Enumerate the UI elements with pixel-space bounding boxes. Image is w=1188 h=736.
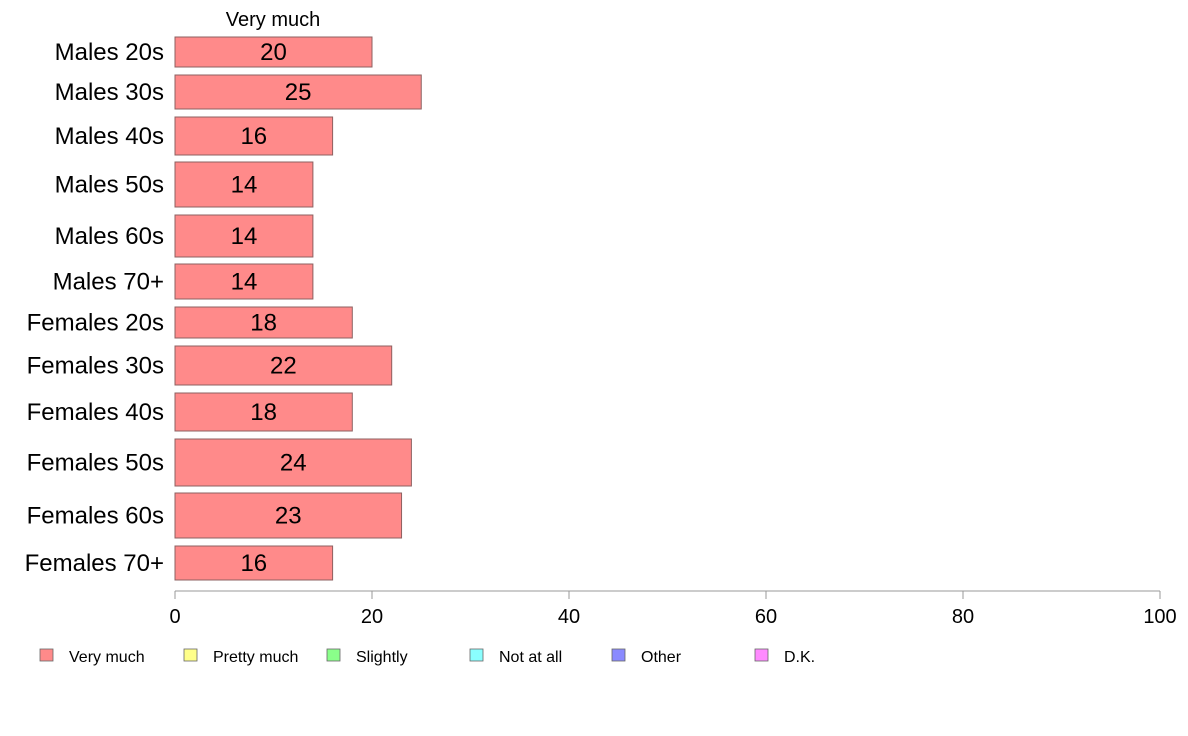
category-label: Females 70+ xyxy=(25,550,164,577)
bar xyxy=(174,263,314,300)
bar xyxy=(174,161,314,208)
legend-label: D.K. xyxy=(784,649,815,666)
category-label: Females 40s xyxy=(27,399,164,426)
category-label: Females 60s xyxy=(27,503,164,530)
bar-value-label: 14 xyxy=(231,269,258,296)
category-labels: Males 20s Males 30s Males 40s Males 50s Male… xyxy=(25,39,164,577)
category-label: Males 70+ xyxy=(53,269,164,296)
bar-value-label: 22 xyxy=(270,353,297,380)
bar-value-label: 20 xyxy=(260,39,287,66)
bar-value-label: 18 xyxy=(250,399,277,426)
bar xyxy=(174,392,353,432)
legend-swatch xyxy=(611,648,626,662)
bar xyxy=(174,545,334,581)
category-label: Males 30s xyxy=(55,79,164,106)
category-label: Females 50s xyxy=(27,450,164,477)
category-label: Females 30s xyxy=(27,353,164,380)
x-tick-label: 40 xyxy=(558,606,580,628)
legend-swatch xyxy=(39,648,54,662)
legend-label: Very much xyxy=(69,649,145,666)
column-header: Very much xyxy=(226,9,320,31)
bar-value-label: 23 xyxy=(275,503,302,530)
category-label: Males 60s xyxy=(55,223,164,250)
bar xyxy=(174,116,334,156)
legend-swatch xyxy=(754,648,769,662)
legend: Very much Pretty much Slightly Not at all Ot… xyxy=(39,648,815,666)
bar-value-label: 16 xyxy=(240,123,267,150)
bar-value-label: 14 xyxy=(231,223,258,250)
legend-swatch xyxy=(183,648,198,662)
bar-value-label: 16 xyxy=(240,550,267,577)
category-label: Males 20s xyxy=(55,39,164,66)
bar xyxy=(174,345,393,386)
x-tick-label: 100 xyxy=(1143,606,1176,628)
bar xyxy=(174,214,314,258)
legend-label: Pretty much xyxy=(213,649,298,666)
legend-label: Slightly xyxy=(356,649,408,666)
x-tick-label: 80 xyxy=(952,606,974,628)
bar xyxy=(174,438,412,487)
bar xyxy=(174,36,373,68)
legend-swatch xyxy=(326,648,341,662)
bar xyxy=(174,306,353,339)
legend-label: Other xyxy=(641,649,682,666)
bar xyxy=(174,492,403,539)
x-tick-label: 0 xyxy=(169,606,180,628)
bar-value-label: 18 xyxy=(250,310,277,337)
legend-label: Not at all xyxy=(499,649,562,666)
category-label: Males 50s xyxy=(55,172,164,199)
bar xyxy=(174,74,422,110)
x-tick-label: 20 xyxy=(361,606,383,628)
category-label: Females 20s xyxy=(27,310,164,337)
bar-value-label: 14 xyxy=(231,172,258,199)
bar-value-label: 25 xyxy=(285,79,312,106)
category-label: Males 40s xyxy=(55,123,164,150)
bar-value-label: 24 xyxy=(280,450,307,477)
legend-swatch xyxy=(469,648,484,662)
x-tick-label: 60 xyxy=(755,606,777,628)
x-axis: 0 20 40 60 80 100 xyxy=(169,590,1177,628)
